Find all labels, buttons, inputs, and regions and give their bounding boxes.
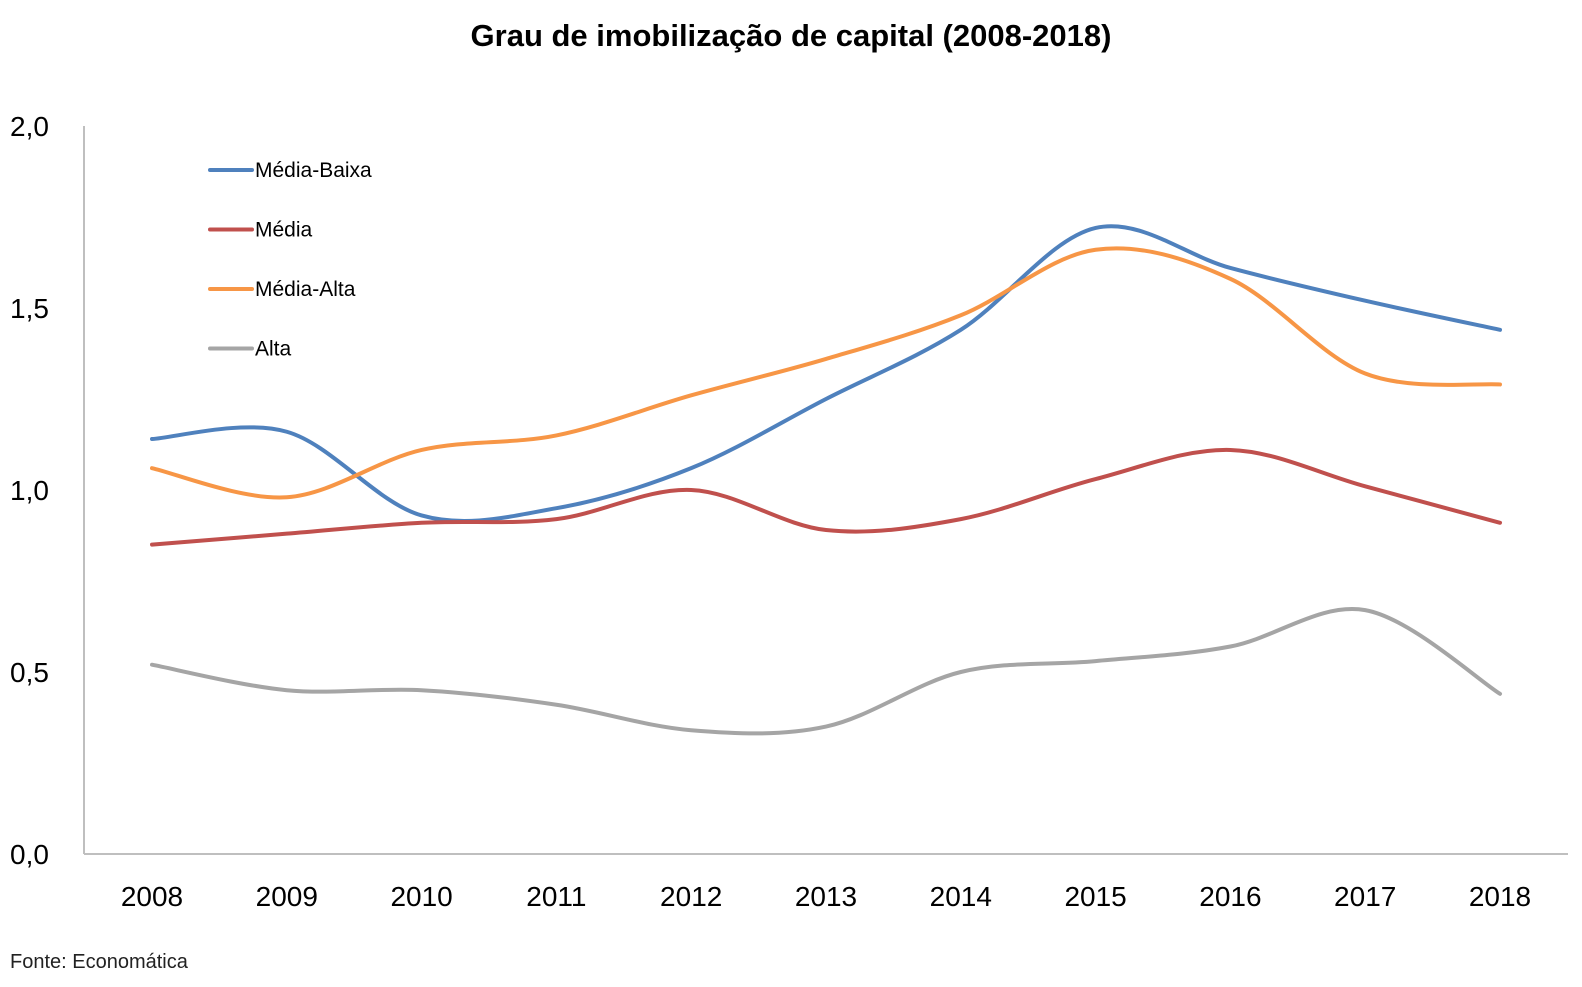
y-tick-label: 1,0	[10, 475, 49, 506]
x-tick-label: 2015	[1064, 881, 1126, 912]
legend: Média-Baixa Média Média-Alta Alta	[208, 159, 372, 361]
series-group	[150, 224, 1502, 736]
x-tick-label: 2016	[1199, 881, 1261, 912]
chart-title: Grau de imobilização de capital (2008-20…	[470, 18, 1112, 53]
x-tick-label: 2014	[930, 881, 992, 912]
legend-label-media-alta: Média-Alta	[255, 278, 356, 301]
x-tick-label: 2011	[526, 881, 586, 912]
y-tick-label: 0,5	[10, 657, 49, 688]
x-tick-label: 2012	[660, 881, 722, 912]
x-tick-label: 2008	[121, 881, 183, 912]
x-tick-label: 2009	[256, 881, 318, 912]
series-line-alta	[150, 607, 1502, 736]
series-line-media-baixa	[150, 224, 1502, 524]
y-tick-label: 1,5	[10, 293, 49, 324]
x-tick-label: 2018	[1469, 881, 1531, 912]
series-line-media	[150, 447, 1502, 547]
legend-label-alta: Alta	[255, 338, 292, 361]
x-tick-label: 2017	[1334, 881, 1396, 912]
x-tick-label: 2010	[390, 881, 452, 912]
source-note: Fonte: Economática	[10, 951, 188, 973]
y-tick-label: 2,0	[10, 111, 49, 142]
legend-label-media: Média	[255, 219, 313, 242]
x-tick-label: 2013	[795, 881, 857, 912]
series-line-media-alta	[150, 246, 1502, 500]
y-tick-label: 0,0	[10, 839, 49, 870]
legend-label-media-baixa: Média-Baixa	[255, 159, 372, 182]
axes: 0,0 0,5 1,0 1,5 2,0 2008 2009 2010 2011 2012 2013 2…	[10, 111, 1568, 912]
